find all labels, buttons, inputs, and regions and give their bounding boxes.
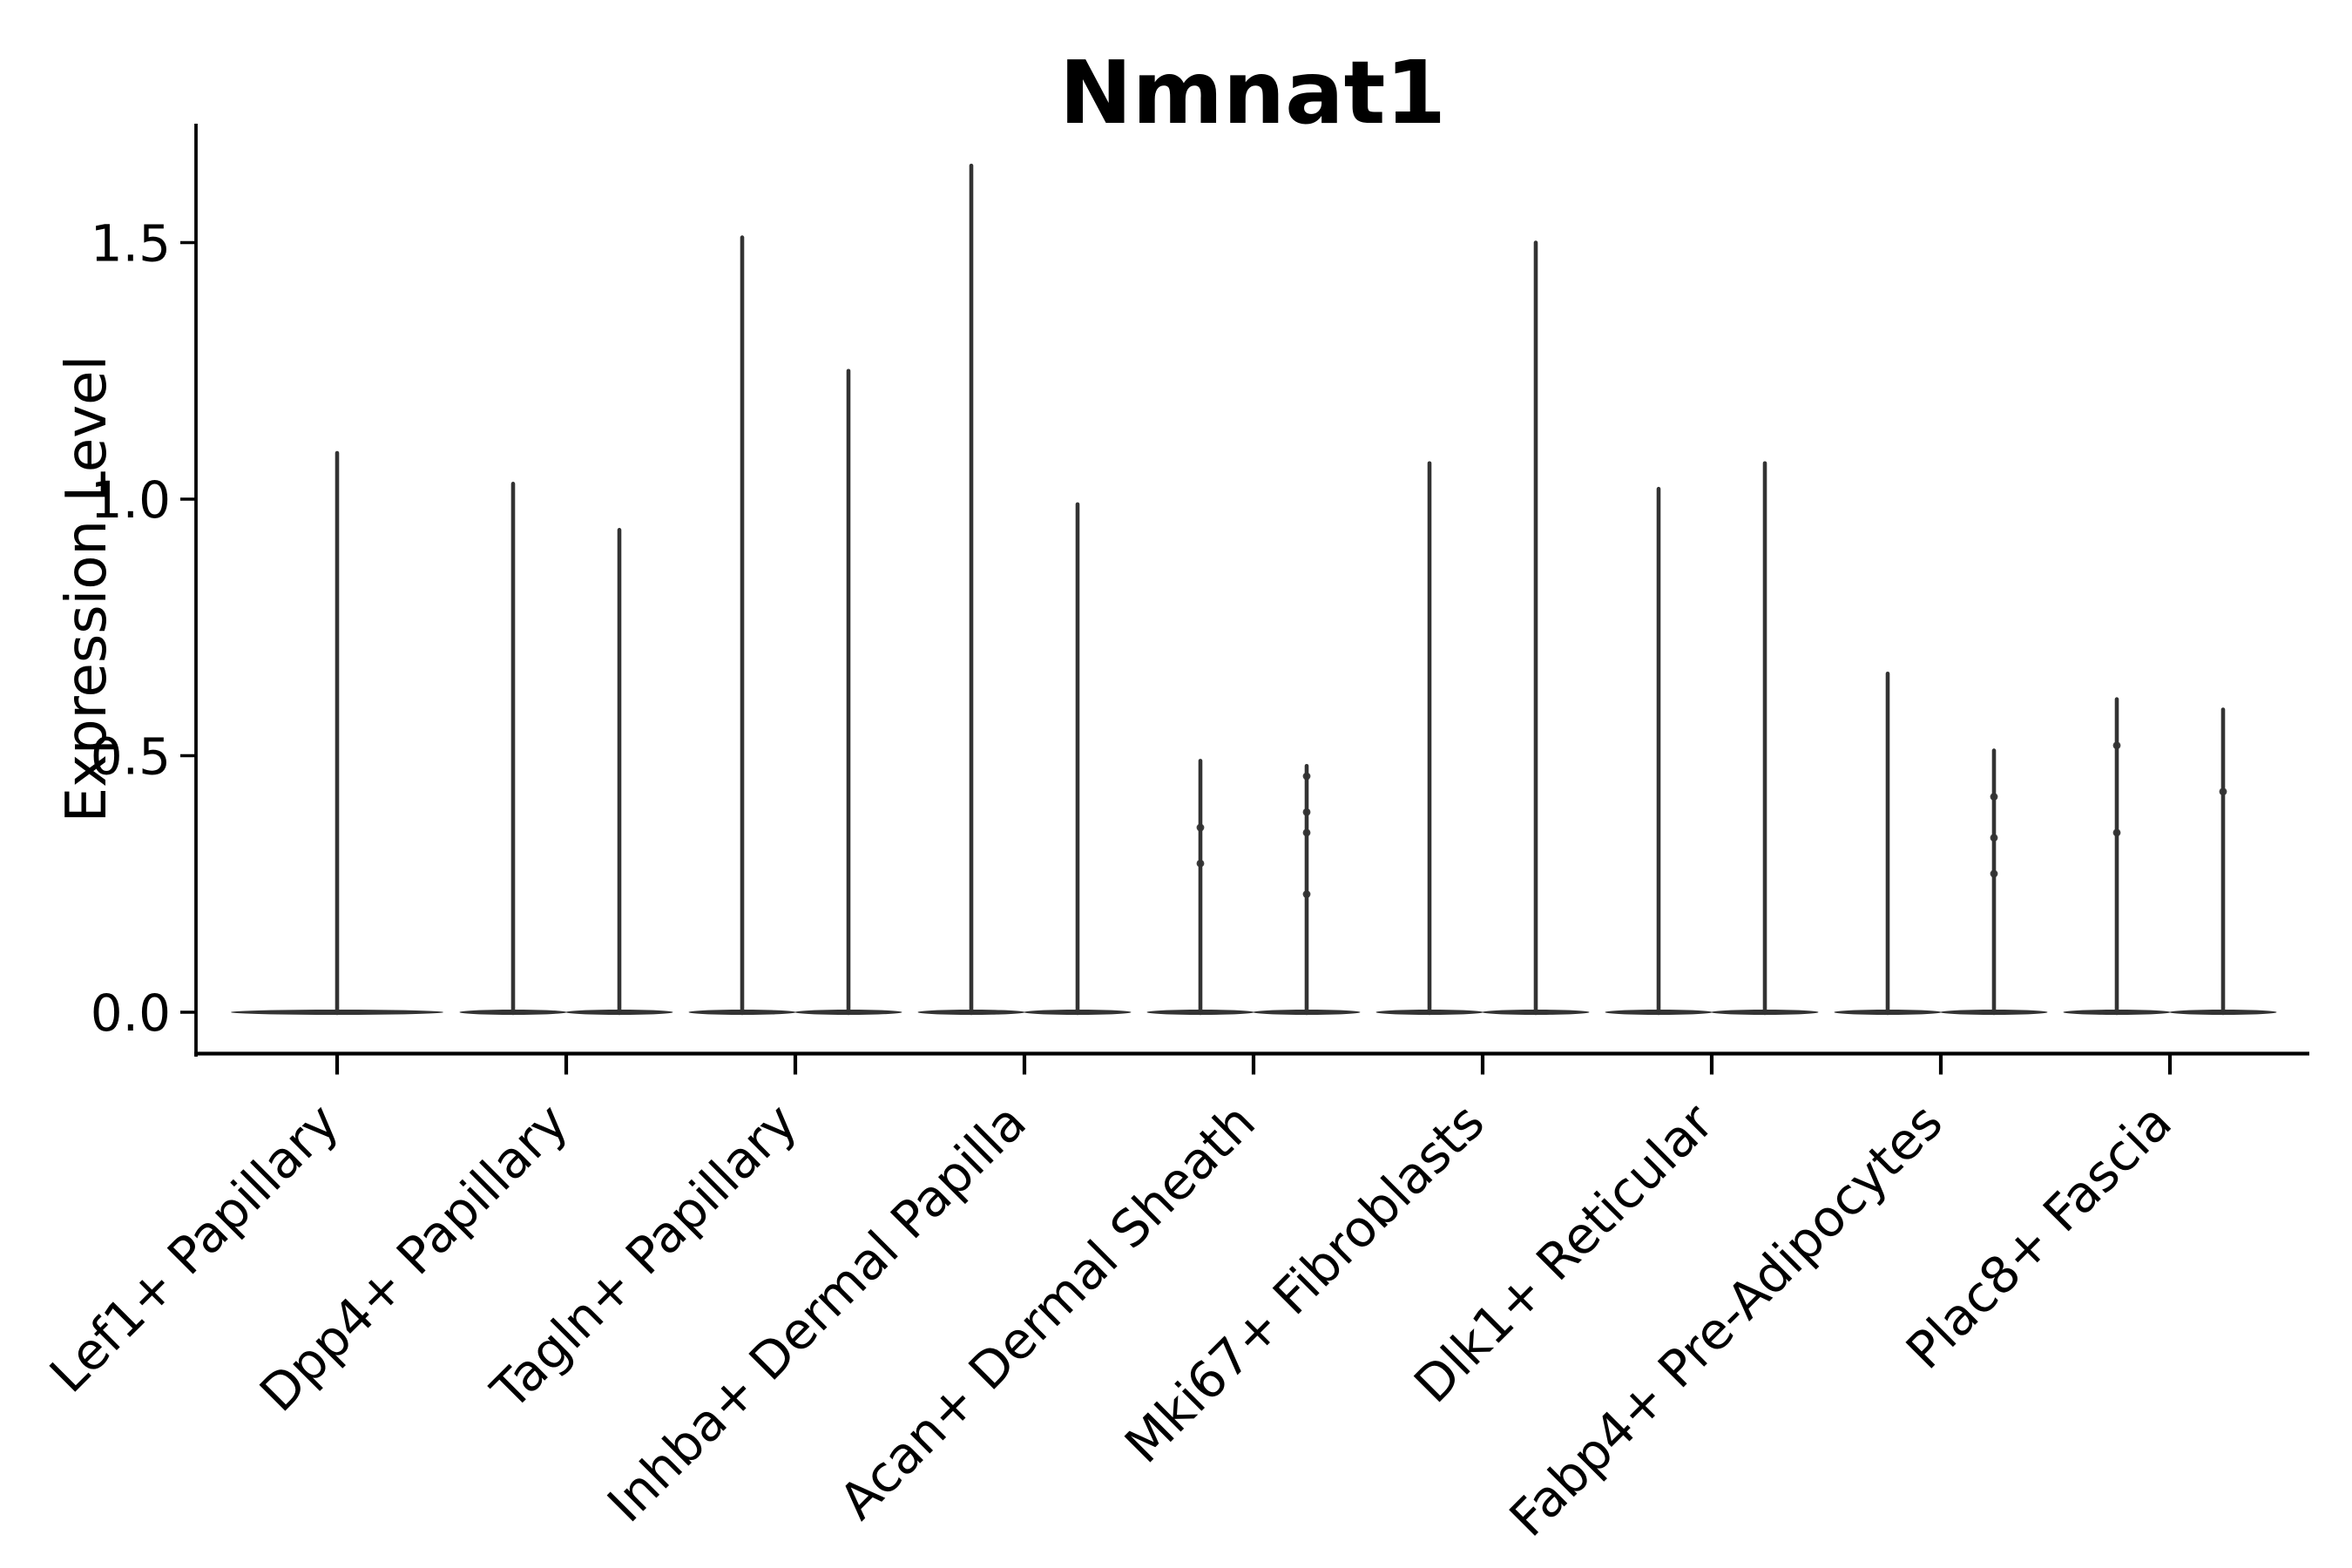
cell-point <box>2112 741 2121 750</box>
y-axis-label: Expression Level <box>55 355 119 823</box>
y-tick-label: 1.5 <box>91 214 171 274</box>
y-tick-label: 0.0 <box>91 983 171 1043</box>
cell-point <box>1196 859 1205 868</box>
cell-point <box>1990 869 1998 878</box>
cell-point <box>1302 890 1311 898</box>
cell-point <box>1302 808 1311 816</box>
x-tick-label: Fabp4+ Pre-Adipocytes <box>1498 1092 1954 1548</box>
cell-point <box>2219 787 2227 796</box>
x-tick-label: Acan+ Dermal Sheath <box>828 1092 1266 1531</box>
cell-point <box>1302 772 1311 781</box>
y-tick-label: 1.0 <box>91 470 171 530</box>
y-tick-label: 0.5 <box>91 727 171 787</box>
cell-point <box>1990 834 1998 842</box>
chart-title: Nmnat1 <box>1059 42 1446 144</box>
cell-point <box>1990 793 1998 801</box>
cell-point <box>2112 828 2121 837</box>
cell-point <box>1302 828 1311 837</box>
cell-point <box>1196 823 1205 832</box>
x-tick-label: Inhba+ Dermal Papilla <box>596 1092 1037 1534</box>
